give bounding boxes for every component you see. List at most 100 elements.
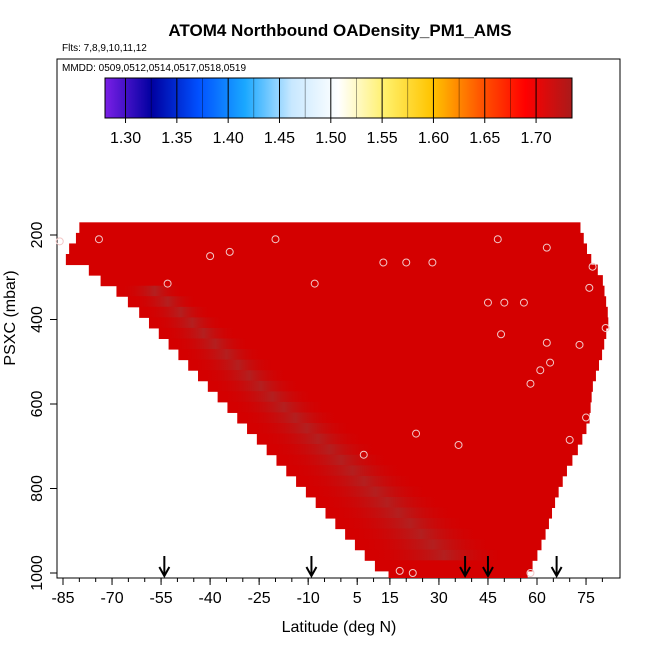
coverage-dark-band (211, 380, 302, 392)
x-tick-label: -55 (150, 590, 173, 607)
coverage-row (266, 444, 578, 456)
coverage-row (100, 275, 603, 287)
colorbar-tick-label: 1.40 (213, 130, 244, 147)
coverage-row (247, 423, 587, 435)
sample-point (500, 298, 509, 307)
sample-point (271, 235, 280, 244)
coverage-row (168, 338, 605, 350)
coverage-dark-band (339, 518, 468, 530)
coverage-row (188, 359, 600, 371)
x-tick-label: 15 (381, 590, 399, 607)
coverage-dark-band (143, 306, 212, 318)
sample-point (379, 258, 388, 267)
sample-point (55, 237, 64, 246)
coverage-row (237, 412, 590, 424)
sample-point (575, 340, 584, 349)
chart-title: ATOM4 Northbound OADensity_PM1_AMS (168, 21, 511, 40)
sample-point (542, 338, 551, 347)
coverage-row (139, 306, 608, 318)
coverage-row (88, 264, 598, 276)
colorbar-tick-label: 1.30 (110, 130, 141, 147)
flight-arrow-head (459, 566, 471, 579)
colorbar-tick-label: 1.35 (161, 130, 192, 147)
flight-arrow-head (482, 566, 494, 579)
coverage-dark-band (260, 433, 366, 445)
x-axis-label: Latitude (deg N) (282, 619, 397, 636)
coverage-row (148, 317, 609, 329)
colorbar-tick-label: 1.60 (418, 130, 449, 147)
coverage-row (296, 475, 563, 487)
coverage-row (374, 560, 533, 572)
sample-point (565, 435, 574, 444)
sample-point (483, 298, 492, 307)
sample-point (206, 252, 215, 261)
coverage-dark-band (270, 444, 379, 456)
coverage-dark-band (182, 349, 263, 361)
sample-point (601, 323, 610, 332)
coverage-dark-band (221, 391, 315, 403)
data-coverage (65, 222, 609, 578)
coverage-row (79, 222, 581, 234)
sample-point (588, 262, 597, 271)
coverage-dark-band (358, 539, 494, 551)
coverage-row (116, 285, 605, 297)
sample-point (585, 283, 594, 292)
coverage-row (305, 486, 559, 498)
y-axis-label: PSXC (mbar) (2, 270, 19, 365)
coverage-dark-band (290, 465, 404, 477)
coverage-dark-band (329, 507, 455, 519)
x-tick-label: -85 (51, 590, 74, 607)
coverage-row (198, 370, 596, 382)
sample-point (582, 413, 591, 422)
flight-arrows (158, 556, 563, 579)
sample-point (519, 298, 528, 307)
sample-point (526, 569, 535, 577)
y-tick-label: 800 (29, 475, 46, 502)
sample-point (359, 450, 368, 459)
colorbar-tick-label: 1.45 (264, 130, 295, 147)
sample-point (310, 279, 319, 288)
coverage-row (65, 254, 592, 266)
y-tick-label: 1000 (29, 555, 46, 591)
coverage-dark-band (368, 549, 507, 561)
coverage-row (75, 232, 584, 244)
y-axis: 200 400 600 800 1000 (29, 222, 57, 591)
colorbar-gradient-bar (104, 77, 573, 119)
flights-label: Flts: 7,8,9,10,11,12 (62, 43, 147, 54)
x-tick-label: -70 (100, 590, 123, 607)
coverage-dark-band (280, 454, 391, 466)
x-tick-label: 75 (577, 590, 595, 607)
coverage-row (127, 296, 607, 308)
colorbar-tick-label: 1.55 (367, 130, 398, 147)
flight-arrow-head (305, 566, 318, 579)
sample-point (493, 235, 502, 244)
sample-point (225, 247, 234, 256)
coverage-dark-band (251, 423, 353, 435)
coverage-dark-band (300, 475, 417, 487)
sample-point (94, 235, 103, 244)
coverage-dark-band (192, 359, 276, 371)
sample-point (497, 330, 506, 339)
sample-point (412, 429, 421, 438)
coverage-row (217, 391, 592, 403)
coverage-row (207, 380, 593, 392)
x-tick-label: 45 (479, 590, 497, 607)
sample-point (428, 258, 437, 267)
colorbar-tick-label: 1.70 (521, 130, 552, 147)
sample-point (408, 569, 417, 577)
coverage-dark-band (309, 486, 430, 498)
colorbar: 1.30 1.35 1.40 1.45 1.50 1.55 1.60 1.65 1.70 (104, 77, 573, 147)
flight-arrow-head (158, 566, 171, 579)
coverage-row (178, 349, 603, 361)
sample-point (546, 358, 555, 367)
dates-label: MMDD: 0509,0512,0514,0517,0518,0519 (62, 63, 246, 74)
sample-points (55, 235, 610, 577)
coverage-dark-band (319, 496, 443, 509)
coverage-row (256, 433, 583, 445)
coverage-dark-band (231, 401, 327, 413)
sample-point (536, 366, 545, 375)
sample-point (454, 440, 463, 449)
sample-point (163, 279, 172, 288)
coverage-row (158, 327, 607, 340)
